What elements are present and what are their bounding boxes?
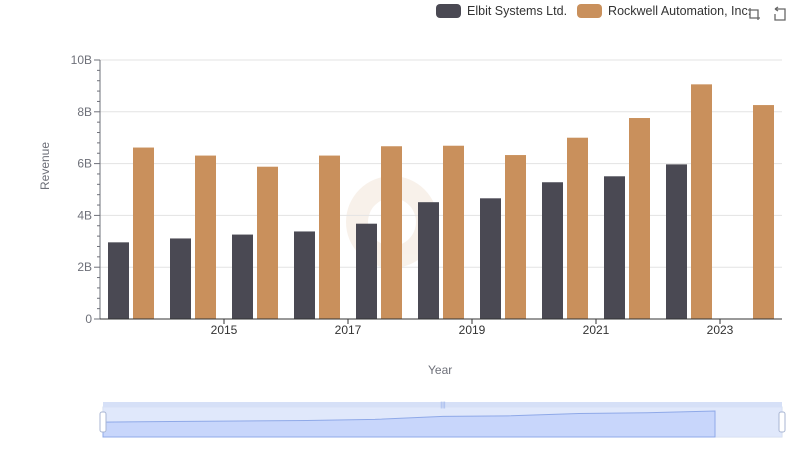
zoom-icon[interactable] bbox=[746, 6, 762, 22]
bar-rockwell-2018 bbox=[381, 146, 402, 319]
legend-label-elbit: Elbit Systems Ltd. bbox=[467, 4, 568, 18]
bar-elbit-2017 bbox=[294, 231, 315, 319]
y-tick-label: 2B bbox=[77, 260, 92, 274]
bar-elbit-2021 bbox=[542, 182, 563, 319]
bar-rockwell-2016 bbox=[257, 166, 278, 319]
x-tick-label: 2017 bbox=[335, 323, 362, 337]
legend: Elbit Systems Ltd. Rockwell Automation, … bbox=[436, 4, 751, 18]
zoom-grip-icon[interactable]: ||| bbox=[440, 402, 446, 409]
bar-elbit-2014 bbox=[108, 242, 129, 319]
zoom-handle-right[interactable] bbox=[778, 411, 786, 433]
y-tick-label: 4B bbox=[77, 208, 92, 222]
bar-rockwell-2021 bbox=[567, 137, 588, 319]
legend-item-rockwell[interactable]: Rockwell Automation, Inc. bbox=[577, 4, 751, 18]
bar-elbit-2018 bbox=[356, 223, 377, 319]
bar-rockwell-2017 bbox=[319, 155, 340, 319]
bar-rockwell-2022 bbox=[629, 118, 650, 320]
y-tick-label: 8B bbox=[77, 105, 92, 119]
bar-rockwell-2014 bbox=[133, 147, 154, 319]
bar-elbit-2023 bbox=[666, 164, 687, 319]
x-tick-label: 2023 bbox=[707, 323, 734, 337]
bar-rockwell-2023 bbox=[691, 84, 712, 319]
bar-elbit-2015 bbox=[170, 238, 191, 319]
x-axis: 2015 2017 2019 2021 2023 bbox=[100, 318, 782, 337]
data-zoom-slider[interactable]: ||| bbox=[99, 402, 786, 438]
zoom-top-bar[interactable] bbox=[103, 402, 782, 407]
bar-rockwell-2015 bbox=[195, 155, 216, 319]
y-tick-label: 0 bbox=[85, 312, 92, 326]
toolbox bbox=[746, 6, 788, 22]
bar-elbit-2019 bbox=[418, 202, 439, 319]
x-tick-label: 2021 bbox=[583, 323, 610, 337]
bar-elbit-2022 bbox=[604, 176, 625, 319]
y-axis: 0 2B 4B 6B 8B 10B bbox=[71, 53, 101, 326]
y-tick-label: 10B bbox=[71, 53, 92, 67]
restore-icon[interactable] bbox=[772, 6, 788, 22]
legend-swatch-rockwell bbox=[577, 4, 603, 18]
bar-series bbox=[108, 84, 774, 320]
bar-rockwell-2024 bbox=[753, 105, 774, 319]
legend-swatch-elbit bbox=[436, 4, 461, 18]
bar-elbit-2016 bbox=[232, 234, 253, 319]
y-tick-label: 6B bbox=[77, 157, 92, 171]
y-axis-title: Revenue bbox=[38, 141, 52, 190]
zoom-preview-area bbox=[102, 410, 716, 438]
x-axis-title: Year bbox=[428, 363, 453, 377]
bar-rockwell-2019 bbox=[443, 145, 464, 319]
zoom-handle-left[interactable] bbox=[99, 411, 107, 433]
legend-label-rockwell: Rockwell Automation, Inc. bbox=[608, 4, 752, 18]
legend-item-elbit[interactable]: Elbit Systems Ltd. bbox=[436, 4, 567, 18]
x-tick-label: 2015 bbox=[211, 323, 238, 337]
bar-rockwell-2020 bbox=[505, 155, 526, 319]
bar-elbit-2020 bbox=[480, 198, 501, 319]
x-tick-label: 2019 bbox=[459, 323, 486, 337]
